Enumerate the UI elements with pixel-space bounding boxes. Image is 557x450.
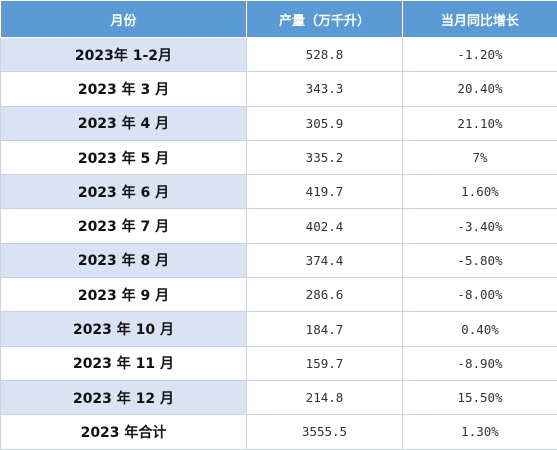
table-row: 2023 年 10 月 184.7 0.40% [1, 312, 557, 346]
table-row: 2023 年 6 月 419.7 1.60% [1, 175, 557, 209]
growth-cell: 0.40% [403, 312, 557, 346]
growth-cell: 21.10% [403, 106, 557, 140]
output-cell: 374.4 [247, 243, 403, 277]
output-cell: 159.7 [247, 346, 403, 380]
header-row: 月份 产量（万千升） 当月同比增长 [1, 1, 557, 38]
month-cell: 2023年 1-2月 [1, 38, 247, 72]
total-label-cell: 2023 年合计 [1, 415, 247, 449]
output-cell: 305.9 [247, 106, 403, 140]
table-row: 2023 年 4 月 305.9 21.10% [1, 106, 557, 140]
table-row: 2023 年 5 月 335.2 7% [1, 140, 557, 174]
month-cell: 2023 年 7 月 [1, 209, 247, 243]
month-cell: 2023 年 4 月 [1, 106, 247, 140]
month-cell: 2023 年 5 月 [1, 140, 247, 174]
growth-cell: 15.50% [403, 380, 557, 414]
table-row: 2023 年 8 月 374.4 -5.80% [1, 243, 557, 277]
month-cell: 2023 年 11 月 [1, 346, 247, 380]
growth-cell: -8.90% [403, 346, 557, 380]
output-cell: 214.8 [247, 380, 403, 414]
growth-cell: 1.60% [403, 175, 557, 209]
table-row: 2023 年 11 月 159.7 -8.90% [1, 346, 557, 380]
header-month: 月份 [1, 1, 247, 38]
output-cell: 343.3 [247, 72, 403, 106]
output-cell: 402.4 [247, 209, 403, 243]
month-cell: 2023 年 12 月 [1, 380, 247, 414]
table-row: 2023 年 7 月 402.4 -3.40% [1, 209, 557, 243]
month-cell: 2023 年 9 月 [1, 278, 247, 312]
output-cell: 528.8 [247, 38, 403, 72]
growth-cell: -5.80% [403, 243, 557, 277]
month-cell: 2023 年 6 月 [1, 175, 247, 209]
table-row: 2023 年 12 月 214.8 15.50% [1, 380, 557, 414]
output-cell: 184.7 [247, 312, 403, 346]
table-row: 2023年 1-2月 528.8 -1.20% [1, 38, 557, 72]
month-cell: 2023 年 8 月 [1, 243, 247, 277]
total-growth-cell: 1.30% [403, 415, 557, 449]
total-output-cell: 3555.5 [247, 415, 403, 449]
header-growth: 当月同比增长 [403, 1, 557, 38]
month-cell: 2023 年 10 月 [1, 312, 247, 346]
table-row: 2023 年 9 月 286.6 -8.00% [1, 278, 557, 312]
growth-cell: 20.40% [403, 72, 557, 106]
growth-cell: -3.40% [403, 209, 557, 243]
growth-cell: -1.20% [403, 38, 557, 72]
table-row: 2023 年 3 月 343.3 20.40% [1, 72, 557, 106]
output-cell: 419.7 [247, 175, 403, 209]
month-cell: 2023 年 3 月 [1, 72, 247, 106]
total-row: 2023 年合计 3555.5 1.30% [1, 415, 557, 449]
growth-cell: -8.00% [403, 278, 557, 312]
output-cell: 335.2 [247, 140, 403, 174]
growth-cell: 7% [403, 140, 557, 174]
output-cell: 286.6 [247, 278, 403, 312]
header-output: 产量（万千升） [247, 1, 403, 38]
